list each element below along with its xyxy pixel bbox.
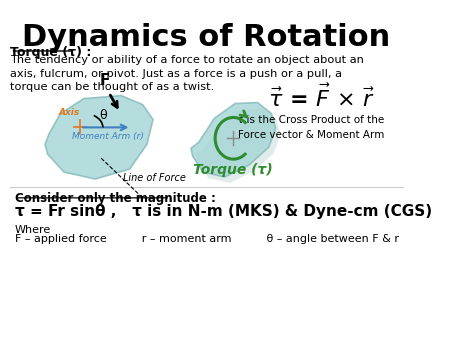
Text: Torque (τ) :: Torque (τ) : <box>10 46 92 59</box>
Text: Where: Where <box>15 225 51 235</box>
Text: Dynamics of Rotation: Dynamics of Rotation <box>22 23 391 52</box>
Text: Consider only the magnitude :: Consider only the magnitude : <box>15 192 216 205</box>
Text: The tendency or ability of a force to rotate an object about an
axis, fulcrum, o: The tendency or ability of a force to ro… <box>10 55 365 92</box>
Text: τ = Fr sinθ ,   τ is in N-m (MKS) & Dyne-cm (CGS): τ = Fr sinθ , τ is in N-m (MKS) & Dyne-c… <box>15 204 432 219</box>
Text: Torque (τ): Torque (τ) <box>193 163 273 177</box>
Text: Line of Force: Line of Force <box>123 173 186 183</box>
Polygon shape <box>196 109 281 183</box>
Text: F: F <box>100 73 110 88</box>
Text: Axis: Axis <box>59 109 80 118</box>
Text: $\vec{\tau}$ = $\vec{F}$ $\times$ $\vec{r}$: $\vec{\tau}$ = $\vec{F}$ $\times$ $\vec{… <box>268 84 375 111</box>
Polygon shape <box>191 103 275 177</box>
Polygon shape <box>45 95 153 179</box>
Text: Moment Arm (r): Moment Arm (r) <box>72 132 144 141</box>
Text: F – applied force          r – moment arm          θ – angle between F & r: F – applied force r – moment arm θ – ang… <box>15 234 399 244</box>
Text: τ is the Cross Product of the
Force vector & Moment Arm: τ is the Cross Product of the Force vect… <box>237 115 385 140</box>
Text: θ: θ <box>100 109 107 122</box>
